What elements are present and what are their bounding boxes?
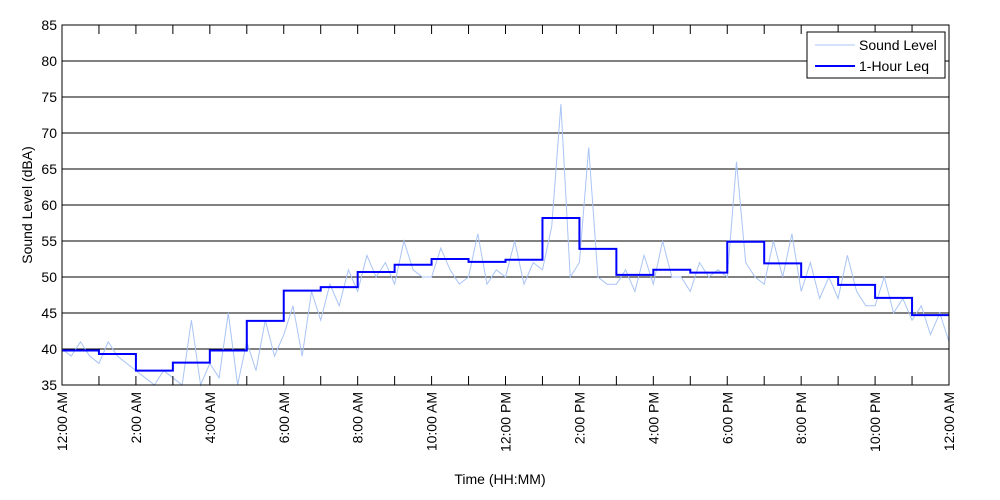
y-tick-label: 70 bbox=[41, 125, 57, 141]
leq-step-line bbox=[62, 216, 949, 372]
x-axis-label: Time (HH:MM) bbox=[454, 471, 545, 487]
x-tick-label: 12:00 AM bbox=[941, 392, 957, 451]
x-tick-label: 4:00 AM bbox=[202, 392, 218, 443]
x-tick-label: 12:00 AM bbox=[54, 392, 70, 451]
legend: Sound Level 1-Hour Leq bbox=[806, 31, 946, 79]
series-group bbox=[61, 104, 950, 387]
y-tick-label: 45 bbox=[41, 305, 57, 321]
y-tick-label: 65 bbox=[41, 161, 57, 177]
x-tick-label: 10:00 PM bbox=[867, 392, 883, 452]
y-tick-label: 75 bbox=[41, 89, 57, 105]
x-tick-label: 2:00 PM bbox=[571, 392, 587, 444]
y-tick-label: 60 bbox=[41, 197, 57, 213]
y-tick-label: 40 bbox=[41, 341, 57, 357]
x-tick-label: 8:00 PM bbox=[793, 392, 809, 444]
legend-label-leq: 1-Hour Leq bbox=[859, 58, 929, 74]
x-tick-label: 6:00 AM bbox=[276, 392, 292, 443]
y-tick-label: 35 bbox=[41, 377, 57, 393]
x-tick-label: 12:00 PM bbox=[498, 392, 514, 452]
x-tick-label: 2:00 AM bbox=[128, 392, 144, 443]
x-tick-label: 8:00 AM bbox=[350, 392, 366, 443]
y-tick-label: 85 bbox=[41, 17, 57, 33]
axes: 35 40 45 50 55 60 65 70 75 80 85 12:00 AM 2:00 AM 4:0… bbox=[41, 17, 957, 452]
legend-box bbox=[806, 31, 946, 79]
y-axis-label: Sound Level (dBA) bbox=[19, 146, 35, 264]
gridlines bbox=[62, 60, 949, 350]
sound-level-line bbox=[61, 104, 950, 387]
x-tick-label: 4:00 PM bbox=[645, 392, 661, 444]
x-tick-label: 10:00 AM bbox=[424, 392, 440, 451]
y-tick-label: 80 bbox=[41, 53, 57, 69]
legend-label-sound-level: Sound Level bbox=[859, 37, 937, 53]
x-tick-label: 6:00 PM bbox=[719, 392, 735, 444]
y-tick-label: 50 bbox=[41, 269, 57, 285]
y-tick-label: 55 bbox=[41, 233, 57, 249]
